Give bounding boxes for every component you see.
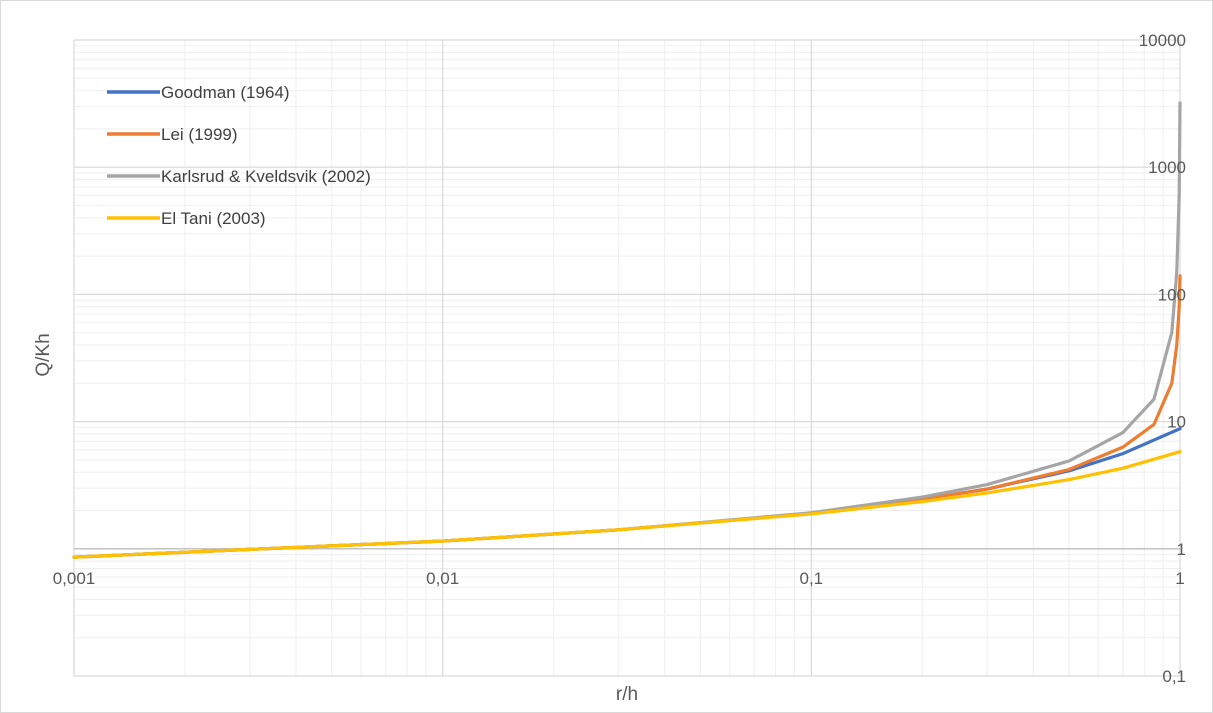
x-tick-labels: 0,001 0,01 0,1 1 <box>53 569 1185 588</box>
legend-label: Goodman (1964) <box>161 83 290 102</box>
x-axis-title: r/h <box>616 684 638 705</box>
y-tick-label: 1000 <box>1148 158 1186 177</box>
legend-item: Karlsrud & Kveldsvik (2002) <box>107 167 371 186</box>
y-tick-label: 100 <box>1158 285 1186 304</box>
x-tick-label: 0,001 <box>53 569 96 588</box>
y-tick-label: 1 <box>1177 540 1186 559</box>
y-tick-label: 10000 <box>1139 31 1186 50</box>
major-gridlines <box>73 39 1181 677</box>
series-line <box>72 274 1182 559</box>
legend-label: El Tani (2003) <box>161 209 266 228</box>
legend: Goodman (1964) Lei (1999) Karlsrud & Kve… <box>107 83 371 228</box>
x-tick-label: 0,01 <box>426 569 459 588</box>
y-tick-label: 0,1 <box>1162 667 1186 686</box>
legend-item: Goodman (1964) <box>107 83 290 102</box>
y-axis-title: Q/Kh <box>33 333 54 376</box>
legend-label: Karlsrud & Kveldsvik (2002) <box>161 167 371 186</box>
x-tick-label: 0,1 <box>800 569 824 588</box>
legend-item: El Tani (2003) <box>107 209 266 228</box>
y-tick-labels: 0,1 1 10 100 1000 10000 <box>1139 31 1186 686</box>
y-tick-label: 10 <box>1167 413 1186 432</box>
legend-item: Lei (1999) <box>107 125 238 144</box>
series-layer <box>72 101 1182 559</box>
minor-gridlines <box>74 40 1180 676</box>
x-tick-label: 1 <box>1175 569 1184 588</box>
legend-label: Lei (1999) <box>161 125 238 144</box>
series-line <box>72 427 1182 559</box>
series-line <box>72 450 1182 559</box>
